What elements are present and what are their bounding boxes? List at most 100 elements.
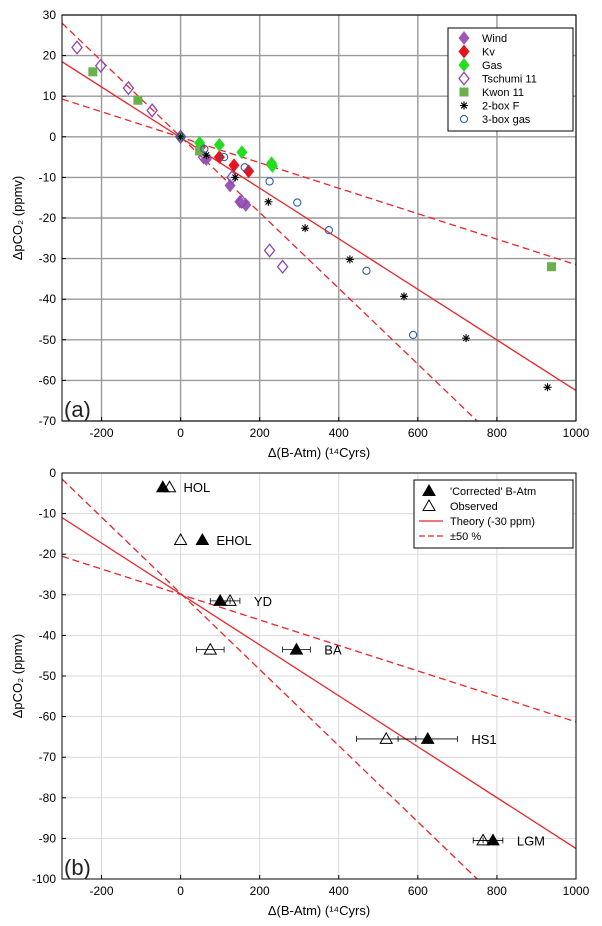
observed-point-hol <box>162 480 177 493</box>
legend-marker-3-box-gas <box>459 114 469 124</box>
corrected-point-yd <box>213 593 228 606</box>
solid-trend-line <box>62 61 576 392</box>
y-tick-label: -60 <box>39 373 57 387</box>
point-3-box-gas <box>408 330 418 340</box>
legend-label: Tschumi 11 <box>482 74 537 86</box>
x-tick-label: 0 <box>177 884 184 898</box>
legend-label: 3-box gas <box>482 114 531 126</box>
y-tick-label: -70 <box>39 414 57 428</box>
y-tick-label: -20 <box>39 547 57 561</box>
legend-label: ±50 % <box>450 531 481 543</box>
x-tick-label: 200 <box>250 884 270 898</box>
observed-point-hs1 <box>379 731 394 744</box>
event-label-ehol: EHOL <box>216 533 251 548</box>
y-tick-label: -100 <box>32 872 56 886</box>
panel-a: -200 0 200 400 600 800 1000 30 20 10 0 -10 -20 -30 -40… <box>10 8 590 460</box>
y-tick-label: -40 <box>39 292 57 306</box>
point-gas <box>266 159 278 173</box>
point-tschumi-11 <box>276 259 289 275</box>
y-tick-label: -10 <box>39 507 57 521</box>
x-tick-label: -200 <box>90 426 114 440</box>
legend-marker-tschumi-11 <box>458 71 470 86</box>
x-tick-label: 600 <box>408 426 428 440</box>
legend-label: Observed <box>450 501 498 513</box>
y-tick-label: -60 <box>39 710 57 724</box>
x-tick-label: 1000 <box>563 426 590 440</box>
point-3-box-gas <box>240 163 249 172</box>
event-label-hs1: HS1 <box>471 732 496 747</box>
dashed-trend-line <box>62 478 478 879</box>
legend-marker-observed <box>422 498 436 511</box>
y-tick-label: 0 <box>49 466 56 480</box>
point-2-box-f <box>231 173 240 182</box>
solid-trend-line <box>62 517 576 850</box>
point-tschumi-11 <box>71 40 83 55</box>
y-tick-label: -50 <box>39 669 57 683</box>
legend-label: 'Corrected' B-Atm <box>450 486 536 498</box>
observed-point-ehol <box>173 532 188 545</box>
point-3-box-gas <box>293 198 302 207</box>
y-tick-label: -10 <box>39 170 57 184</box>
point-3-box-gas <box>176 132 185 141</box>
y-tick-label: 10 <box>43 89 57 103</box>
x-tick-label: 800 <box>487 426 507 440</box>
y-tick-label: 20 <box>43 49 57 63</box>
y-tick-label: -80 <box>39 791 57 805</box>
trend-lines <box>62 478 576 879</box>
point-gas <box>236 145 248 160</box>
point-3-box-gas <box>219 152 229 162</box>
x-tick-label: 200 <box>250 426 270 440</box>
legend-marker-kv <box>458 44 470 59</box>
point-3-box-gas <box>265 177 274 186</box>
legend: 'Corrected' B-Atm Observed Theory (-30 ppm… <box>413 479 574 549</box>
panel-label: (b) <box>64 855 91 880</box>
point-kv <box>228 158 240 173</box>
point-2-box-f <box>202 151 211 160</box>
dashed-trend-line <box>62 22 478 421</box>
point-tschumi-11 <box>146 103 158 118</box>
legend-label: 2-box F <box>482 101 520 113</box>
corrected-point-hs1 <box>420 731 435 744</box>
y-tick-label: -30 <box>39 588 57 602</box>
y-tick-label: -90 <box>39 831 57 845</box>
x-axis-label: Δ(B-Atm) (¹⁴Cyrs) <box>268 903 370 918</box>
event-label-lgm: LGM <box>517 833 545 848</box>
legend-box <box>413 479 574 549</box>
point-2-box-f <box>400 292 409 301</box>
point-3-box-gas <box>200 144 209 154</box>
legend-marker-wind <box>458 31 470 45</box>
y-tick-label: 0 <box>49 130 56 144</box>
point-wind <box>240 198 252 212</box>
x-tick-label: 400 <box>329 884 349 898</box>
dashed-trend-line <box>62 98 576 266</box>
y-tick-label: -30 <box>39 252 57 266</box>
y-tick-label: -50 <box>39 333 57 347</box>
point-kv <box>243 164 255 179</box>
point-2-box-f <box>301 224 310 233</box>
point-tschumi-11 <box>236 194 248 210</box>
y-axis-label: ΔpCO₂ (ppmv) <box>10 634 25 719</box>
corrected-point-lgm <box>486 833 500 846</box>
x-tick-label: 800 <box>487 884 507 898</box>
y-tick-label: -20 <box>39 211 57 225</box>
point-tschumi-11 <box>94 58 107 74</box>
x-axis-label: Δ(B-Atm) (¹⁴Cyrs) <box>268 445 370 460</box>
point-gas <box>213 138 225 152</box>
legend-label: Kwon 11 <box>482 87 524 99</box>
legend-marker-corrected <box>422 483 436 496</box>
trend-lines <box>62 22 576 421</box>
data-points <box>155 480 504 846</box>
point-2-box-f <box>264 197 273 206</box>
legend-label: Theory (-30 ppm) <box>450 516 535 528</box>
x-tick-label: 0 <box>177 426 184 440</box>
legend-label: Gas <box>482 60 503 72</box>
observed-point-yd <box>223 593 237 606</box>
panel-b: HOL EHOL YD BA HS1 LGM -200 0 200 400 600 800 1000 0 -… <box>10 466 590 918</box>
point-2-box-f <box>543 383 552 392</box>
x-tick-label: 600 <box>408 884 428 898</box>
event-label-hol: HOL <box>184 480 211 495</box>
point-2-box-f <box>176 132 185 141</box>
event-label-yd: YD <box>254 594 272 609</box>
point-kwon-11 <box>88 67 98 77</box>
